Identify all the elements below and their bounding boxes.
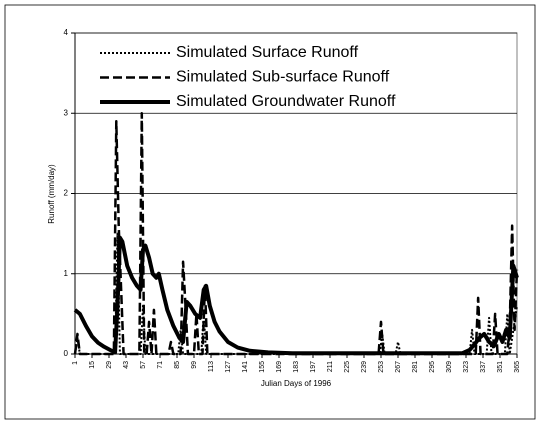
legend-label: Simulated Groundwater Runoff (176, 93, 396, 110)
x-tick-label: 281 (412, 361, 419, 373)
x-tick-label: 211 (327, 361, 334, 372)
x-tick-label: 29 (106, 361, 113, 369)
x-tick-label: 99 (191, 361, 198, 369)
y-tick-label: 3 (64, 108, 69, 117)
chart-frame (4, 4, 536, 420)
x-tick-label: 225 (344, 361, 351, 373)
x-tick-label: 295 (429, 361, 436, 373)
x-tick-label: 141 (242, 361, 249, 373)
x-tick-label: 239 (361, 361, 368, 373)
x-tick-label: 169 (276, 361, 283, 373)
y-tick-label: 4 (64, 28, 69, 37)
x-tick-label: 127 (225, 361, 232, 373)
x-tick-label: 253 (378, 361, 385, 373)
x-tick-label: 71 (157, 361, 164, 369)
x-axis-label: Julian Days of 1996 (261, 379, 332, 388)
x-tick-label: 365 (514, 361, 521, 373)
x-tick-label: 85 (174, 361, 181, 369)
series-line (73, 235, 519, 356)
x-tick-label: 43 (123, 361, 130, 369)
x-tick-label: 1 (72, 361, 79, 365)
x-tick-label: 351 (497, 361, 504, 373)
legend-label: Simulated Sub-surface Runoff (176, 69, 390, 86)
legend-label: Simulated Surface Runoff (176, 44, 359, 61)
x-tick-label: 309 (446, 361, 453, 373)
x-tick-label: 57 (140, 361, 147, 369)
x-tick-label: 113 (208, 361, 215, 372)
y-tick-label: 2 (64, 189, 69, 198)
y-axis-label: Runoff (mm/day) (47, 164, 56, 224)
x-tick-label: 155 (259, 361, 266, 373)
x-tick-label: 197 (310, 361, 317, 373)
series-line (73, 112, 519, 356)
x-tick-label: 15 (89, 361, 96, 369)
x-tick-label: 267 (395, 361, 402, 373)
x-tick-label: 323 (463, 361, 470, 373)
x-tick-label: 183 (293, 361, 300, 373)
series-line (74, 232, 518, 355)
y-tick-label: 1 (64, 269, 69, 278)
x-tick-label: 337 (480, 361, 487, 373)
y-tick-label: 0 (64, 349, 69, 358)
